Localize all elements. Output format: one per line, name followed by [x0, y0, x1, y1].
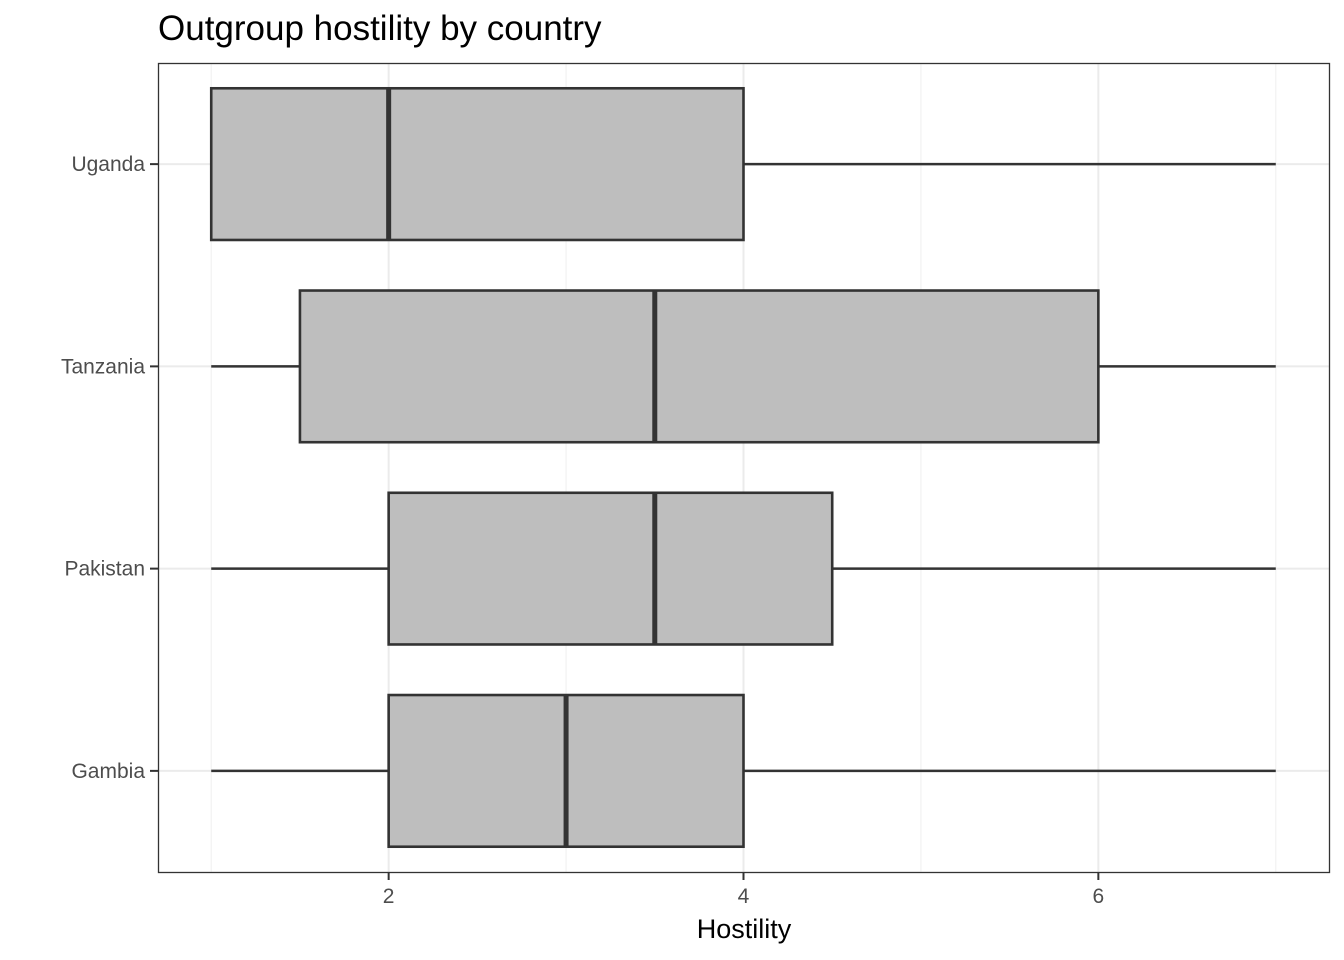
box-iqr-pakistan	[387, 491, 834, 646]
box-tanzania	[211, 289, 1276, 444]
chart-title: Outgroup hostility by country	[158, 9, 602, 48]
x-axis: 2 4 6	[383, 872, 1104, 908]
box-pakistan	[211, 491, 1276, 646]
y-tick-label-3: Gambia	[71, 760, 145, 783]
box-gambia	[211, 693, 1276, 849]
box-iqr-uganda	[209, 86, 745, 242]
box-uganda	[209, 86, 1276, 242]
x-tick-label-1: 4	[738, 885, 750, 908]
x-axis-title: Hostility	[697, 914, 792, 944]
x-tick-label-2: 6	[1093, 885, 1105, 908]
y-tick-label-0: Uganda	[71, 153, 145, 176]
x-tick-label-0: 2	[383, 885, 395, 908]
y-tick-label-2: Pakistan	[64, 558, 145, 581]
boxplot-series	[209, 86, 1276, 849]
y-tick-label-1: Tanzania	[61, 355, 145, 378]
box-iqr-tanzania	[298, 289, 1100, 444]
y-axis: Uganda Tanzania Pakistan Gambia	[61, 153, 158, 783]
